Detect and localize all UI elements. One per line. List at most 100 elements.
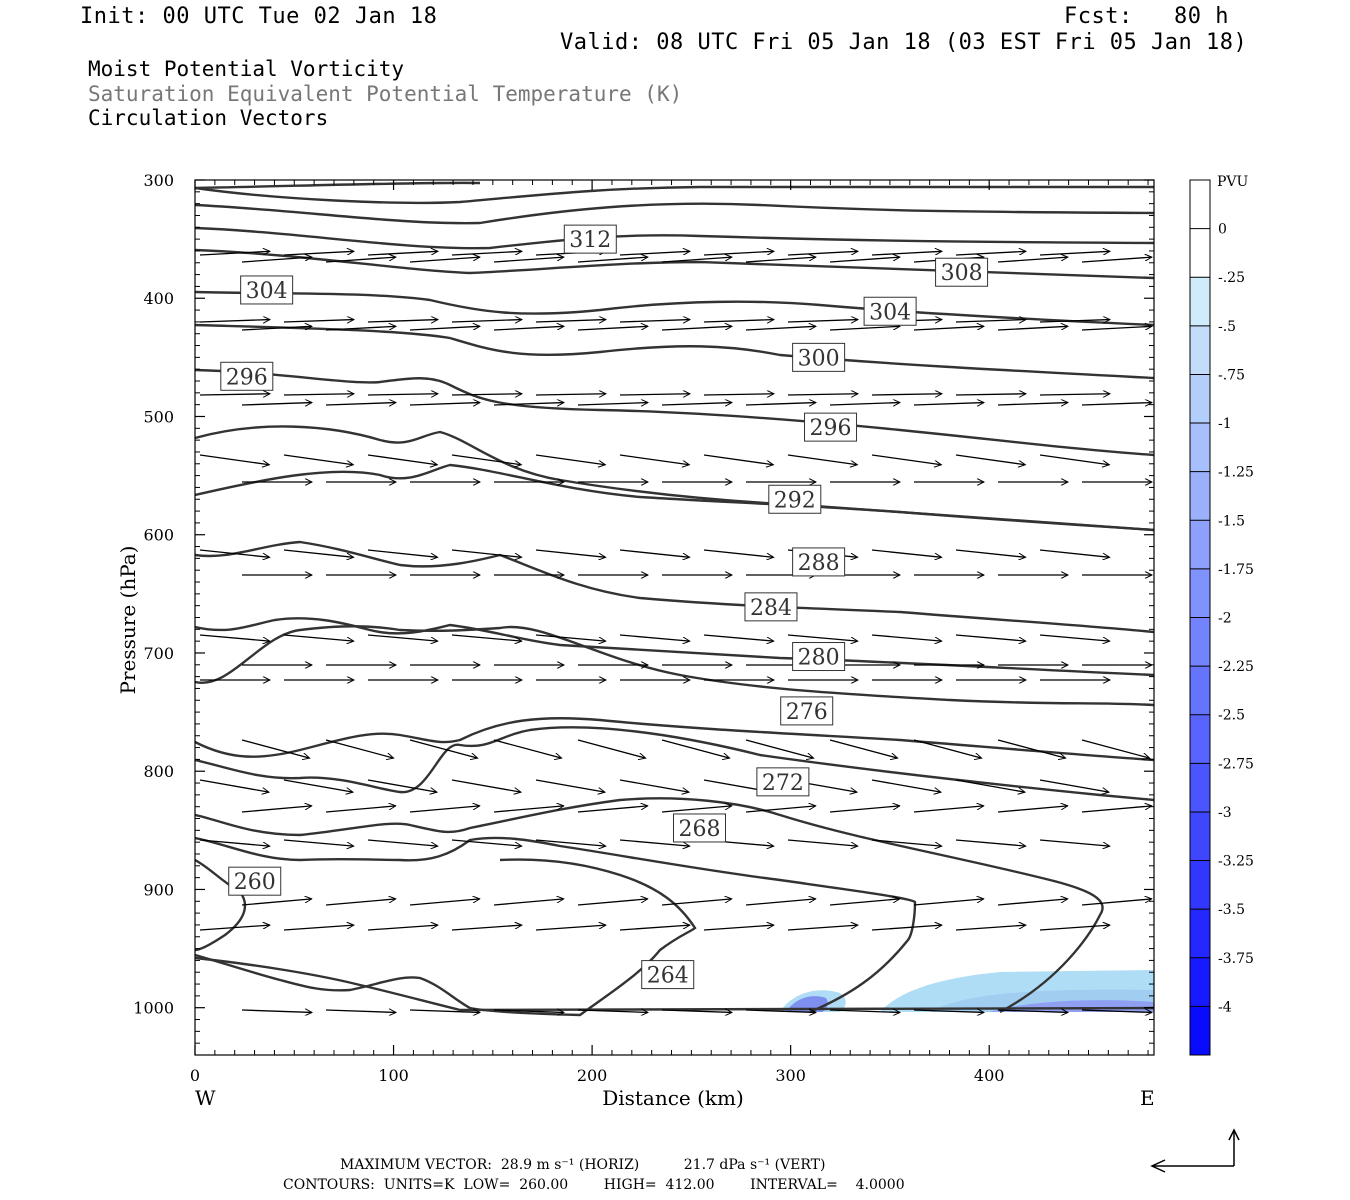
circulation-vector	[325, 739, 394, 758]
colorbar-bin	[1190, 1006, 1210, 1055]
contour-label-292: 292	[768, 484, 822, 514]
colorbar-label: -2.25	[1218, 659, 1254, 675]
circulation-vector	[199, 634, 270, 641]
contour-label-276: 276	[780, 696, 834, 726]
circulation-vector	[871, 549, 942, 557]
svg-text:304: 304	[869, 300, 911, 325]
circulation-vector	[409, 806, 480, 813]
circulation-vector	[1039, 779, 1109, 792]
circulation-vector	[367, 251, 438, 256]
circulation-vector	[535, 320, 606, 322]
y-tick-label-800: 800	[143, 762, 174, 781]
x-axis-west-label: W	[195, 1086, 216, 1110]
circulation-vector	[997, 806, 1068, 813]
colorbar-bin	[1190, 666, 1210, 715]
circulation-vector	[619, 251, 690, 256]
contour-label-264: 264	[641, 960, 695, 990]
circulation-vector	[619, 549, 690, 557]
circulation-vector	[829, 739, 898, 758]
circulation-vector	[241, 806, 312, 813]
circulation-vector	[283, 779, 353, 792]
circulation-vector	[577, 899, 648, 906]
circulation-vector	[493, 257, 564, 263]
circulation-vector	[283, 394, 354, 395]
contour-label-288: 288	[792, 547, 846, 577]
circulation-vector	[283, 454, 353, 465]
circulation-vector	[997, 739, 1066, 758]
circulation-vector	[661, 403, 732, 405]
circulation-vector	[283, 925, 354, 931]
circulation-vector	[955, 394, 1026, 395]
circulation-vector	[955, 454, 1025, 465]
y-tick-label-400: 400	[143, 289, 174, 308]
x-axis-label: Distance (km)	[602, 1086, 744, 1110]
circulation-vector	[619, 634, 690, 641]
x-axis-east-label: E	[1140, 1086, 1155, 1110]
circulation-vector	[871, 779, 941, 792]
colorbar-bin	[1190, 228, 1210, 278]
minor-ticks	[195, 180, 1154, 1055]
circulation-vector	[241, 257, 312, 263]
circulation-vector	[745, 1010, 816, 1012]
circulation-vector	[325, 806, 396, 813]
circulation-vector	[1039, 394, 1110, 395]
colorbar-bin	[1190, 520, 1210, 569]
valid-time: Valid: 08 UTC Fri 05 Jan 18 (03 EST Fri …	[560, 30, 1248, 55]
circulation-vector	[703, 634, 774, 641]
circulation-vector	[577, 326, 648, 331]
field-name-vectors: Circulation Vectors	[88, 106, 329, 130]
circulation-vector	[451, 779, 521, 792]
circulation-vector	[1081, 1010, 1152, 1012]
circulation-vector	[661, 326, 732, 331]
circulation-vector	[199, 925, 270, 931]
svg-text:264: 264	[647, 964, 689, 989]
x-tick-label-0: 0	[190, 1066, 200, 1085]
circulation-vector	[409, 899, 480, 906]
circulation-vector	[619, 454, 689, 465]
colorbar-bin	[1190, 860, 1210, 910]
circulation-vector	[745, 326, 816, 331]
circulation-vector	[1039, 549, 1110, 557]
contour-label-304: 304	[863, 296, 917, 326]
theta-es-contours	[195, 181, 1154, 1017]
colorbar-label: -.25	[1218, 270, 1245, 286]
plot-frame	[194, 179, 1155, 1056]
circulation-vector	[955, 839, 1026, 846]
circulation-vector	[241, 326, 312, 331]
circulation-vector	[1081, 739, 1150, 758]
circulation-vector	[367, 394, 438, 395]
colorbar-label: -4	[1218, 999, 1232, 1015]
circulation-vector	[199, 454, 269, 465]
circulation-vector	[745, 739, 814, 758]
circulation-vector	[703, 320, 774, 322]
circulation-vector	[913, 1010, 984, 1012]
field-name-mpv: Moist Potential Vorticity	[88, 57, 405, 81]
circulation-vector	[661, 1010, 732, 1012]
circulation-vector	[955, 251, 1026, 256]
circulation-vector	[493, 899, 564, 906]
circulation-vector	[829, 403, 900, 405]
y-tick-label-900: 900	[143, 880, 174, 899]
circulation-vector	[199, 251, 270, 256]
circulation-vector	[325, 326, 396, 331]
circulation-vector	[997, 326, 1068, 331]
colorbar-bin	[1190, 617, 1210, 667]
circulation-vector	[451, 839, 522, 846]
circulation-vector	[703, 454, 773, 465]
svg-text:288: 288	[798, 551, 840, 576]
y-tick-label-500: 500	[143, 407, 174, 426]
circulation-vector	[451, 549, 522, 557]
circulation-vector	[409, 257, 480, 263]
circulation-vector	[577, 403, 648, 405]
circulation-vector	[787, 394, 858, 395]
circulation-vector	[787, 320, 858, 322]
circulation-vector	[1081, 806, 1152, 813]
circulation-vector	[997, 257, 1068, 263]
circulation-vector	[325, 1010, 396, 1012]
circulation-vector	[871, 394, 942, 395]
circulation-vector	[871, 925, 942, 931]
circulation-vector	[367, 779, 437, 792]
circulation-vector	[493, 1010, 564, 1012]
colorbar-label: -1.75	[1218, 562, 1254, 578]
colorbar-bin	[1190, 568, 1210, 618]
